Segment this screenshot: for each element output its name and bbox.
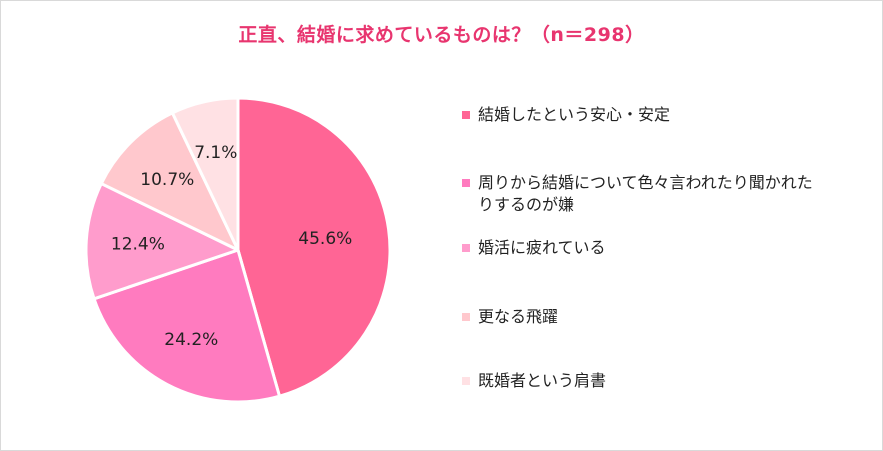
legend-swatch (462, 244, 470, 252)
legend-item-mawari: 周りから結婚について色々言われたり聞かれたりするのが嫌 (462, 172, 862, 216)
pie-slice (84, 182, 240, 301)
pie-slice (170, 96, 240, 252)
pie-slice (99, 111, 240, 252)
pie-slice (92, 248, 281, 404)
legend-item-katagaki: 既婚者という肩書 (462, 370, 862, 392)
legend-item-anshin: 結婚したという安心・安定 (462, 104, 862, 126)
legend-swatch (462, 377, 470, 385)
pie-slice-label: 24.2% (164, 330, 218, 350)
legend-label: 周りから結婚について色々言われたり聞かれたりするのが嫌 (478, 173, 813, 214)
pie-slice-label: 12.4% (111, 235, 165, 255)
legend-swatch (462, 313, 470, 321)
pie-slice (236, 96, 392, 398)
legend-item-konkatsu: 婚活に疲れている (462, 237, 862, 259)
legend-label: 更なる飛躍 (478, 307, 559, 326)
pie-slice-label: 45.6% (298, 229, 352, 249)
legend-label: 婚活に疲れている (478, 238, 606, 257)
legend-label: 結婚したという安心・安定 (478, 105, 671, 124)
pie-slice-label: 7.1% (194, 143, 237, 163)
legend-label: 既婚者という肩書 (478, 371, 607, 390)
legend-swatch (462, 179, 470, 187)
legend-swatch (462, 111, 470, 119)
chart-title: 正直、結婚に求めているものは？（n＝298） (238, 24, 645, 46)
legend-item-hiyaku: 更なる飛躍 (462, 306, 862, 328)
pie-slice-label: 10.7% (140, 170, 194, 190)
